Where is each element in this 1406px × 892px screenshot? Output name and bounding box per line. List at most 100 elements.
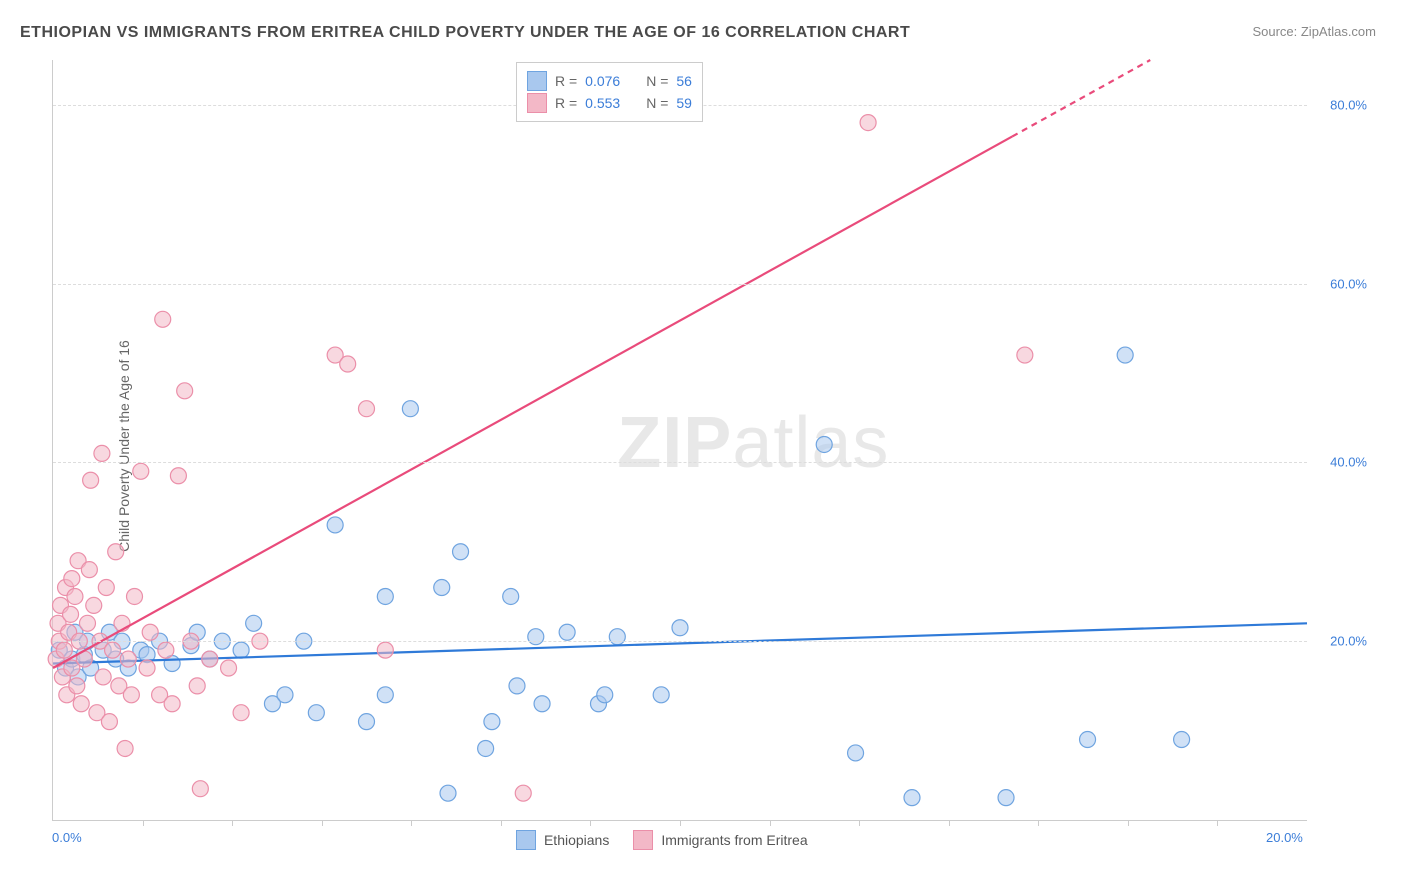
x-tick [411,820,412,826]
legend-n-label: N = [646,73,668,89]
data-point [127,588,143,604]
data-point [327,517,343,533]
legend-stat-row: R = 0.076 N = 56 [527,71,692,91]
y-tick-label: 60.0% [1330,276,1367,291]
data-point [402,401,418,417]
legend-r-label: R = [555,73,577,89]
data-point [133,463,149,479]
data-point [1174,732,1190,748]
data-point [233,705,249,721]
legend-series-box: Ethiopians Immigrants from Eritrea [516,828,808,852]
data-point [597,687,613,703]
data-point [377,588,393,604]
x-tick [143,820,144,826]
gridline [53,462,1307,463]
legend-swatch [516,830,536,850]
data-point [653,687,669,703]
source-attribution: Source: ZipAtlas.com [1252,24,1376,39]
data-point [503,588,519,604]
data-point [359,401,375,417]
data-point [453,544,469,560]
x-tick [680,820,681,826]
data-point [904,790,920,806]
data-point [559,624,575,640]
data-point [142,624,158,640]
x-tick [1217,820,1218,826]
x-tick [1038,820,1039,826]
data-point [221,660,237,676]
data-point [534,696,550,712]
data-point [1117,347,1133,363]
x-tick [859,820,860,826]
data-point [95,669,111,685]
legend-r-label: R = [555,95,577,111]
gridline [53,641,1307,642]
data-point [189,678,205,694]
y-tick-label: 20.0% [1330,634,1367,649]
data-point [86,597,102,613]
legend-n-label: N = [646,95,668,111]
data-point [81,562,97,578]
legend-r-value: 0.553 [585,95,620,111]
data-point [509,678,525,694]
data-point [1080,732,1096,748]
data-point [816,436,832,452]
x-tick [949,820,950,826]
data-point [170,468,186,484]
data-point [79,615,95,631]
data-point [120,651,136,667]
data-point [484,714,500,730]
data-point [515,785,531,801]
data-point [308,705,324,721]
legend-stats-box: R = 0.076 N = 56 R = 0.553 N = 59 [516,62,703,122]
data-point [277,687,293,703]
legend-swatch [527,71,547,91]
legend-series-label: Immigrants from Eritrea [661,832,807,848]
chart-title: ETHIOPIAN VS IMMIGRANTS FROM ERITREA CHI… [20,24,910,42]
data-point [377,687,393,703]
trend-line [53,136,1012,668]
data-point [108,544,124,560]
data-point [139,660,155,676]
x-tick [770,820,771,826]
data-point [64,571,80,587]
data-point [67,588,83,604]
data-point [192,781,208,797]
data-point [998,790,1014,806]
y-tick-label: 80.0% [1330,97,1367,112]
data-point [101,714,117,730]
data-point [117,740,133,756]
data-point [434,580,450,596]
legend-series-item: Ethiopians [516,830,609,850]
legend-series-label: Ethiopians [544,832,609,848]
data-point [177,383,193,399]
chart-plot-area: ZIPatlas 20.0%40.0%60.0%80.0% [52,60,1307,821]
data-point [609,629,625,645]
data-point [860,115,876,131]
x-tick [501,820,502,826]
legend-n-value: 56 [676,73,692,89]
data-point [73,696,89,712]
data-point [155,311,171,327]
data-point [123,687,139,703]
data-point [377,642,393,658]
x-axis-start-label: 0.0% [52,830,82,845]
data-point [848,745,864,761]
data-point [158,642,174,658]
legend-r-value: 0.076 [585,73,620,89]
data-point [359,714,375,730]
gridline [53,284,1307,285]
x-tick [1128,820,1129,826]
data-point [202,651,218,667]
legend-swatch [527,93,547,113]
data-point [83,472,99,488]
data-point [98,580,114,596]
source-prefix: Source: [1252,24,1300,39]
data-point [246,615,262,631]
legend-n-value: 59 [676,95,692,111]
x-tick [232,820,233,826]
data-point [340,356,356,372]
legend-series-item: Immigrants from Eritrea [633,830,807,850]
data-point [56,642,72,658]
legend-stat-row: R = 0.553 N = 59 [527,93,692,113]
